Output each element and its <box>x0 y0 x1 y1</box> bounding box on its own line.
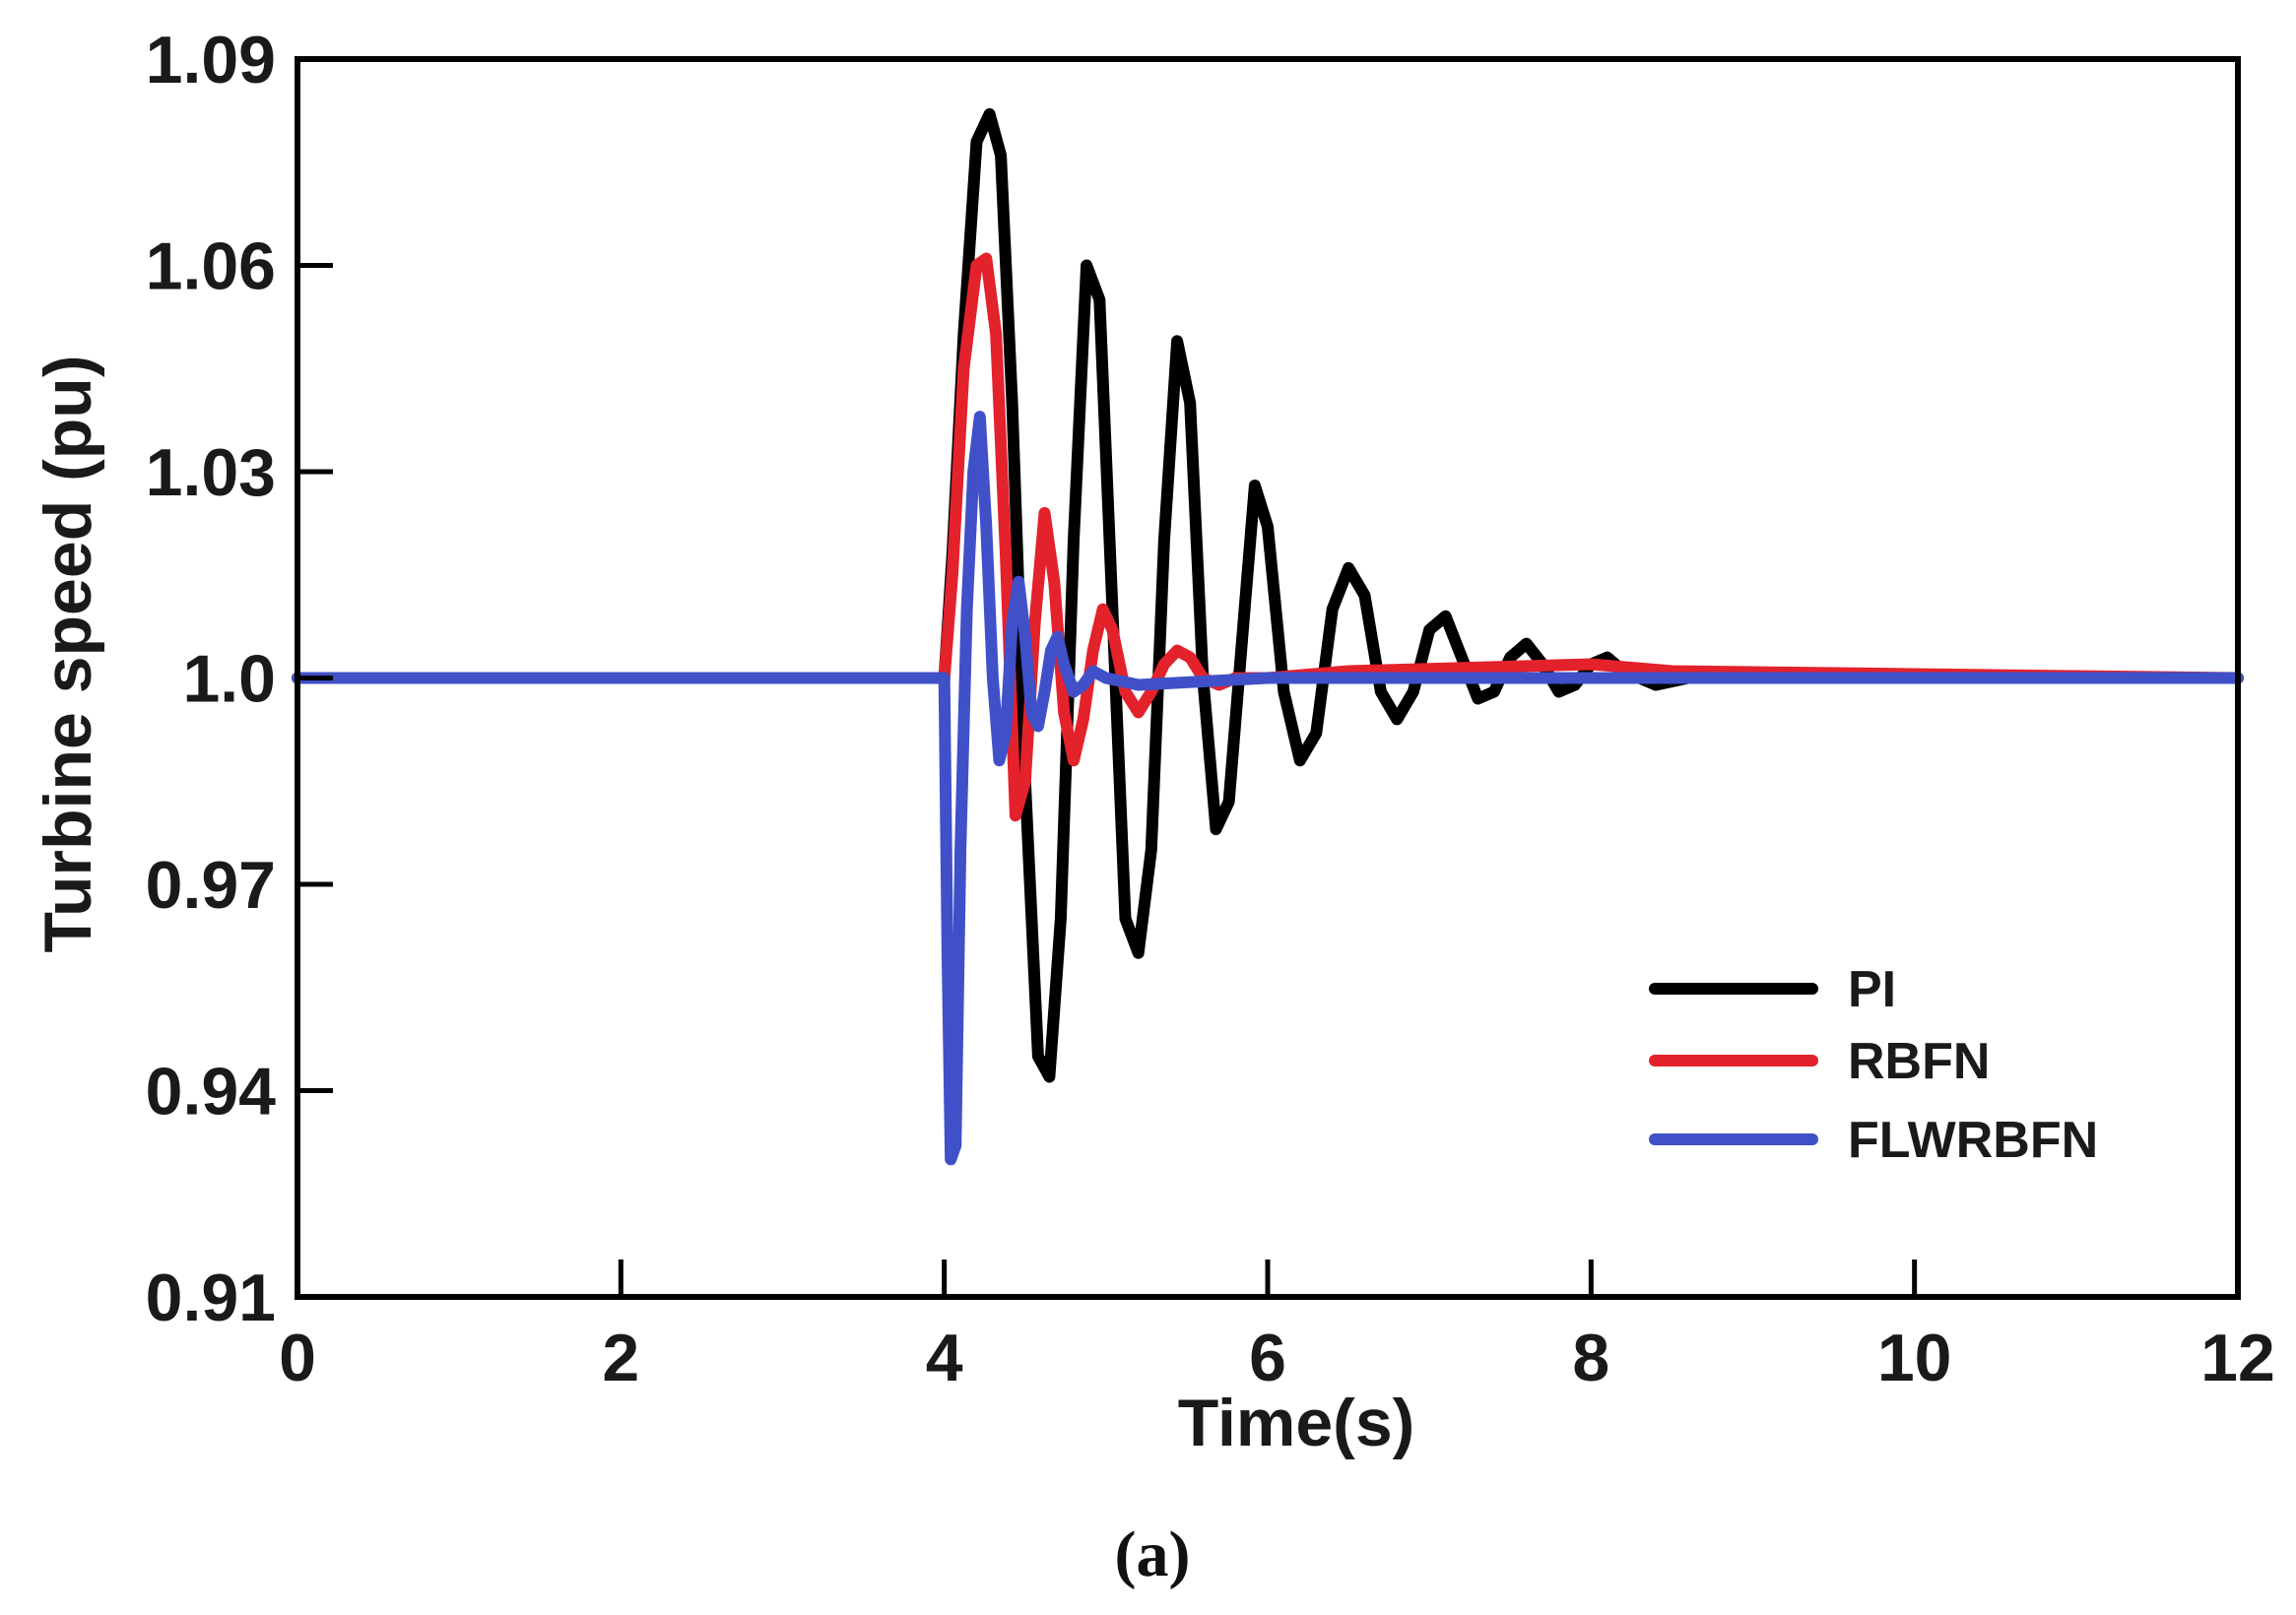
tick-labels-layer: 0 2 4 6 8 10 12 0.91 0.94 0.97 1.0 1.03 1.06 1.09 <box>146 23 2275 1395</box>
y-tick-label: 1.03 <box>146 435 276 510</box>
x-tick-label: 6 <box>1249 1321 1286 1395</box>
figure-caption: (a) <box>1115 1518 1191 1590</box>
x-axis-title: Time(s) <box>1178 1386 1415 1460</box>
x-tick-label: 0 <box>279 1321 316 1395</box>
x-tick-label: 2 <box>602 1321 639 1395</box>
series-layer <box>292 107 2244 1166</box>
x-tick-label: 4 <box>926 1321 963 1395</box>
legend-label-rbfn: RBFN <box>1848 1033 1990 1090</box>
y-axis-title: Turbine speed (pu) <box>31 355 105 953</box>
legend-label-flwrbfn: FLWRBFN <box>1848 1112 2098 1169</box>
y-tick-label: 1.06 <box>146 229 276 304</box>
x-tick-label: 12 <box>2200 1321 2275 1395</box>
ticks-layer <box>295 56 2241 1300</box>
legend-label-pi: PI <box>1848 961 1896 1018</box>
legend: PI RBFN FLWRBFN <box>1649 961 2098 1169</box>
series-line-flwrbfn <box>292 411 2244 1166</box>
y-tick-label: 0.91 <box>146 1260 276 1335</box>
y-tick-label: 0.97 <box>146 848 276 923</box>
y-tick-label: 1.09 <box>146 23 276 97</box>
y-tick-label: 0.94 <box>146 1055 277 1130</box>
series-line-pi <box>292 107 2244 1083</box>
y-tick-label: 1.0 <box>182 642 276 717</box>
x-tick-label: 10 <box>1877 1321 1952 1395</box>
x-tick-label: 8 <box>1572 1321 1609 1395</box>
